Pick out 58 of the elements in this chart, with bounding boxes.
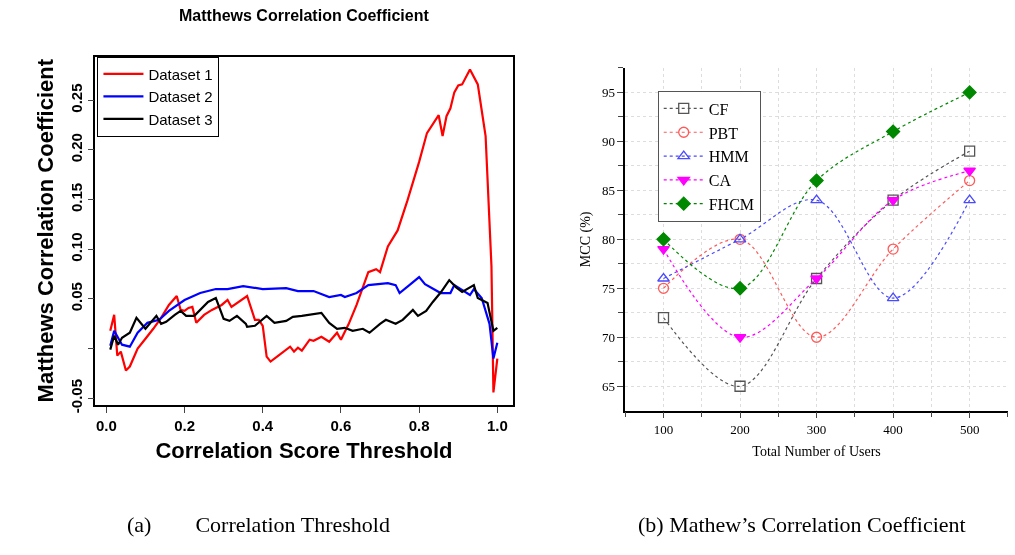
text: (b) Mathew’s Correlation Coefficient [638, 512, 966, 537]
legend-label: Dataset 3 [148, 110, 213, 128]
y-tick-label: 0.20 [67, 133, 85, 163]
chart-title: Matthews Correlation Coefficient [179, 7, 430, 24]
y-tick-label: 0.15 [67, 182, 85, 212]
x-axis-title: Total Number of Users [752, 443, 881, 459]
legend-label: FHCM [708, 195, 755, 213]
point [886, 292, 900, 302]
x-tick-label: 500 [959, 422, 980, 438]
legend-label: PBT [708, 124, 739, 142]
y-axis-title: MCC (%) [577, 211, 594, 268]
x-tick-label: 0.2 [174, 416, 195, 434]
y-tick-label: 75 [601, 280, 615, 296]
y-tick-label: 95 [601, 84, 615, 100]
legend-label: Dataset 1 [148, 65, 213, 83]
point [887, 243, 899, 255]
x-tick-label: 200 [730, 422, 750, 438]
y-tick-label: 0.25 [67, 83, 85, 113]
point [963, 174, 976, 187]
line-series [109, 68, 499, 394]
y-tick-label: 80 [601, 231, 615, 247]
x-tick-label: 0.8 [408, 416, 430, 434]
point [962, 85, 977, 100]
legend-label: CA [708, 172, 732, 190]
point [657, 245, 670, 255]
point [810, 331, 823, 343]
point [963, 145, 976, 157]
point [656, 232, 671, 247]
point [963, 167, 977, 177]
point [734, 380, 746, 392]
y-tick-label: 85 [601, 182, 615, 198]
y-tick-label: -0.05 [67, 378, 85, 414]
point [885, 124, 901, 139]
point [963, 194, 977, 204]
y-tick-label: 90 [601, 133, 615, 149]
legend-label: Dataset 2 [148, 88, 213, 106]
x-axis-title: Correlation Score Threshold [155, 437, 453, 463]
point [657, 282, 670, 294]
point [810, 194, 823, 204]
x-tick-label: 0.6 [330, 416, 352, 434]
x-tick-label: 400 [883, 422, 903, 438]
y-tick-label: 65 [601, 378, 615, 394]
text: (a) Correlation Threshold [127, 512, 390, 537]
x-tick-label: 100 [653, 422, 674, 438]
y-axis-title: Matthews Correlation Coefficient [32, 58, 58, 403]
point [732, 281, 748, 296]
point [657, 312, 670, 324]
point [809, 173, 824, 188]
point [657, 272, 670, 282]
x-tick-label: 0.0 [95, 416, 117, 434]
x-tick-label: 0.4 [252, 416, 274, 434]
y-tick-label: 0.10 [67, 232, 85, 262]
x-tick-label: 1.0 [486, 416, 508, 434]
y-tick-label: 70 [601, 329, 615, 345]
x-tick-label: 300 [806, 422, 827, 438]
legend-label: CF [708, 100, 729, 118]
y-tick-label: 0.05 [67, 282, 85, 312]
legend-label: HMM [708, 148, 749, 166]
